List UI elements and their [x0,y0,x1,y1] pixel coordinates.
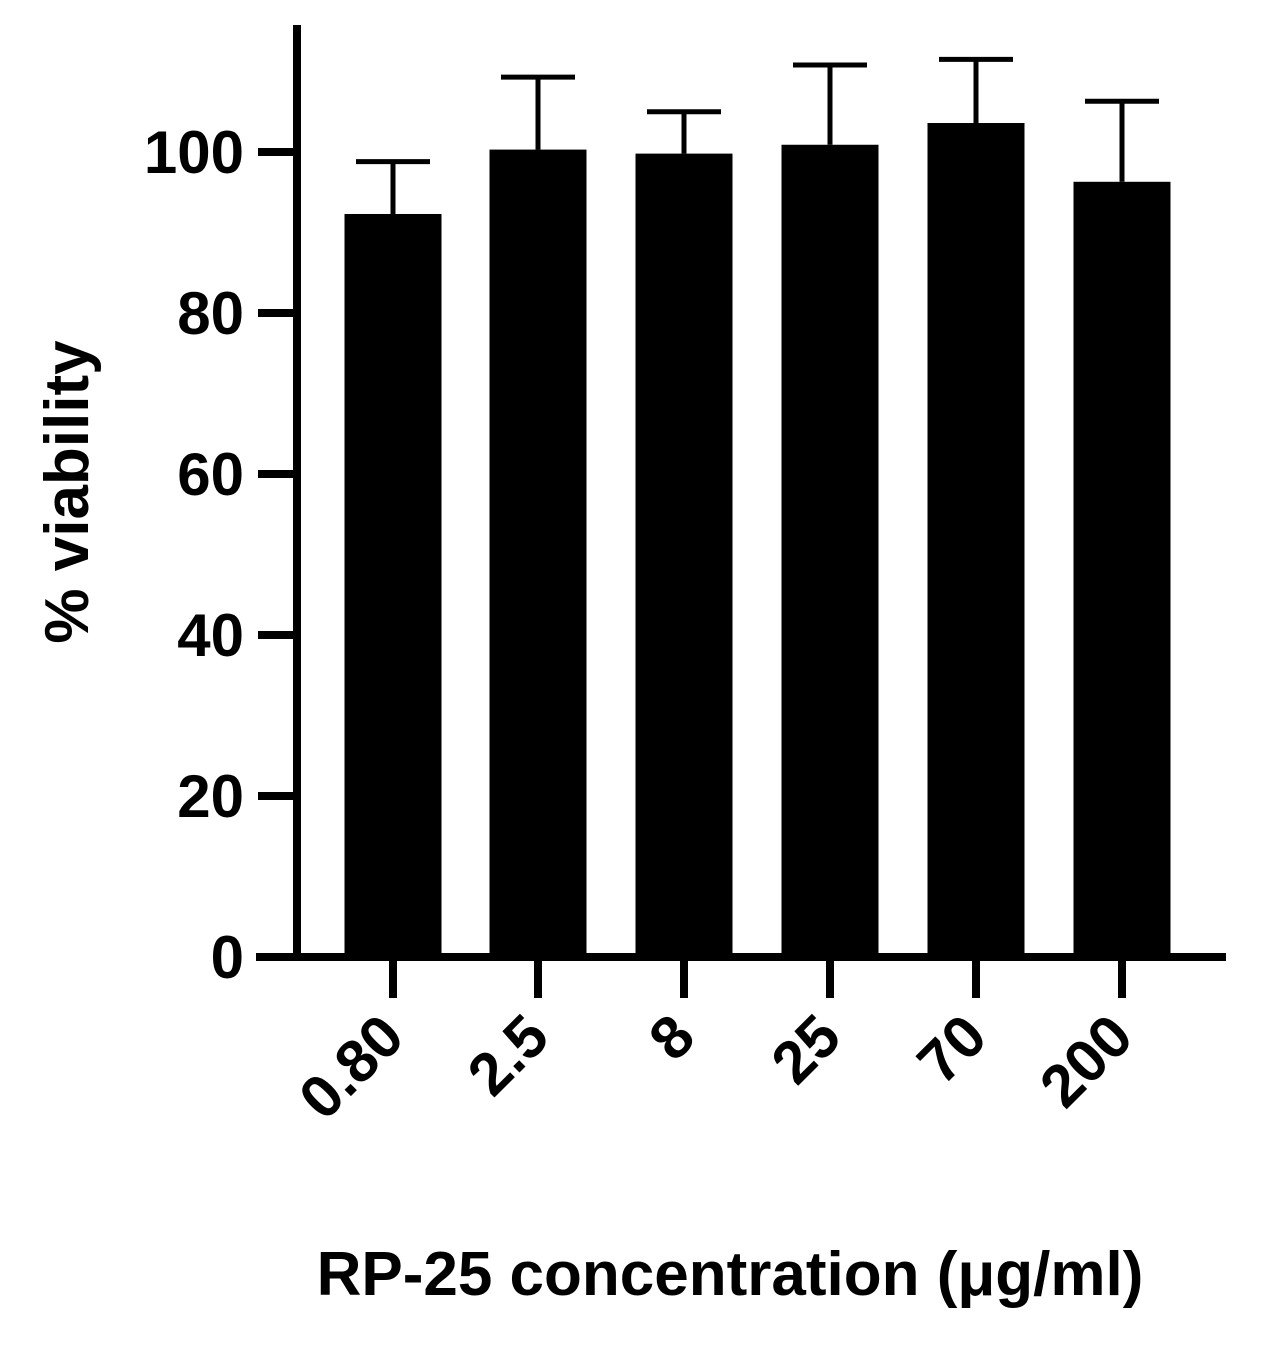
bar-2.5 [489,149,587,957]
error-bar-8 [647,109,721,154]
y-tick-label: 0 [211,924,244,991]
bar-70 [927,123,1025,957]
error-bar-200 [1085,98,1159,182]
x-axis-label: RP-25 concentration (μg/ml) [317,1240,1144,1309]
y-ticks-layer: 0 20 40 60 80 100 [144,119,297,991]
y-tick-label: 80 [177,280,244,347]
y-tick-label: 100 [144,119,244,186]
error-bar-0.80 [356,159,430,214]
x-tick-label: 70 [905,1002,1000,1097]
y-axis-label: % viability [33,340,102,644]
bar-8 [635,153,733,958]
bar-200 [1073,181,1171,957]
x-tick-label: 200 [1027,1002,1145,1120]
x-tick-label: 25 [759,1002,854,1097]
bar-0.80 [344,213,442,958]
y-tick-label: 40 [177,602,244,669]
x-ticks-layer: 0.80 2.5 8 25 70 200 [286,957,1145,1132]
y-tick-label: 60 [177,441,244,508]
error-bar-70 [939,56,1013,124]
bars-layer [344,123,1171,958]
y-tick-label: 20 [177,763,244,830]
x-tick-label: 8 [636,1002,707,1073]
error-bar-2.5 [501,74,575,150]
axes-layer [256,25,1226,961]
error-bar-25 [793,62,867,145]
bar-25 [781,144,879,957]
x-tick-label: 2.5 [455,1002,561,1108]
error-bars-layer [356,56,1159,214]
x-tick-label: 0.80 [286,1002,416,1132]
